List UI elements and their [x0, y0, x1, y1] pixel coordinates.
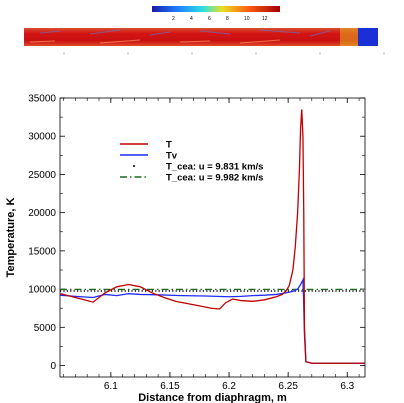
colorbar-label: 8: [226, 16, 229, 22]
legend-swatch: [133, 165, 135, 167]
plot-frame: [59, 97, 366, 378]
colorbar-labels: 2 4 6 8 10 12: [172, 16, 268, 22]
y-axis-ticks: 0 5000 10000 15000 20000 25000 30000 35000: [28, 94, 365, 372]
legend-label: T_cea: u = 9.982 km/s: [166, 173, 263, 184]
y-tick-label: 30000: [28, 132, 56, 143]
x-axis-ticks: 6.1 6.15 6.2 6.25 6.3: [63, 98, 360, 392]
x-tick-label: 6.2: [222, 381, 236, 392]
series-line-1: [59, 277, 365, 364]
series-line-0: [59, 109, 365, 364]
x-tick-label: 6.25: [278, 381, 298, 392]
legend-label: T: [166, 140, 172, 151]
y-tick-label: 5000: [34, 323, 57, 334]
x-tick-label: 6.15: [160, 381, 180, 392]
colorbar-label: 4: [190, 16, 193, 22]
x-axis-title: Distance from diaphragm, m: [138, 392, 287, 403]
contour-strip-texture: [29, 39, 281, 44]
colorbar: [152, 6, 280, 12]
y-axis-title: Temperature, K: [5, 198, 17, 278]
contour-strip-upstream: [358, 28, 378, 46]
legend-label: T_cea: u = 9.831 km/s: [166, 162, 263, 173]
legend-label: Tv: [166, 151, 178, 162]
y-tick-label: 15000: [28, 246, 56, 257]
plot-border: [59, 97, 366, 378]
colorbar-label: 2: [172, 16, 175, 22]
y-tick-label: 0: [50, 361, 56, 372]
contour-strip-shock-region: [340, 28, 358, 46]
y-tick-label: 25000: [28, 170, 56, 181]
contour-strip: [24, 28, 358, 46]
y-tick-label: 35000: [28, 94, 56, 105]
contour-visualization: 2 4 6 8 10 12: [24, 6, 385, 55]
y-tick-label: 20000: [28, 208, 56, 219]
x-tick-label: 6.1: [104, 381, 118, 392]
colorbar-label: 10: [244, 16, 250, 22]
x-tick-label: 6.3: [340, 381, 354, 392]
colorbar-label: 6: [208, 16, 211, 22]
contour-strip-texture: [39, 29, 331, 37]
series-layer: [59, 109, 365, 364]
contour-strip-ticks: [63, 52, 385, 55]
y-tick-label: 10000: [28, 285, 56, 296]
colorbar-label: 12: [262, 16, 268, 22]
